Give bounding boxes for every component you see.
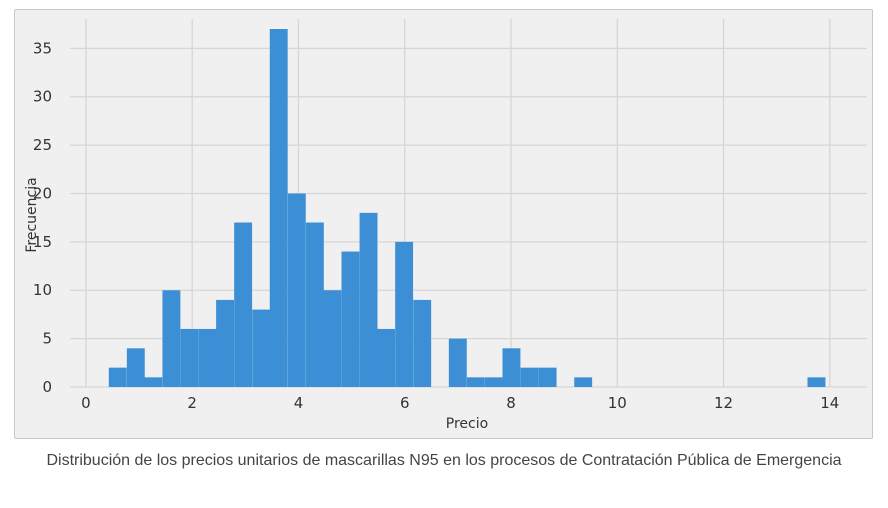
x-tick-label: 12 <box>714 394 733 412</box>
histogram-bar <box>807 377 826 387</box>
histogram-bar <box>341 251 360 387</box>
histogram-bar <box>395 241 414 387</box>
histogram-bar <box>484 377 503 387</box>
y-axis-label: Frecuencia <box>24 177 40 252</box>
histogram-bar <box>269 29 288 387</box>
histogram-bar <box>359 212 378 387</box>
y-tick-label: 10 <box>33 281 52 299</box>
y-tick-label: 20 <box>33 184 52 202</box>
y-tick-label: 0 <box>42 378 52 396</box>
histogram-bar <box>574 377 593 387</box>
histogram-bar <box>234 222 253 387</box>
histogram-bar <box>108 367 127 387</box>
x-tick-label: 10 <box>608 394 627 412</box>
x-tick-label: 0 <box>81 394 91 412</box>
y-tick-label: 30 <box>33 88 52 106</box>
histogram-bar <box>520 367 539 387</box>
y-tick-label: 35 <box>33 39 52 57</box>
histogram-bar <box>323 290 342 387</box>
x-tick-label: 8 <box>506 394 516 412</box>
histogram-bar <box>126 348 145 387</box>
histogram-bar <box>466 377 485 387</box>
histogram-bar <box>180 328 199 387</box>
x-axis-label: Precio <box>446 416 488 432</box>
histogram-bar <box>413 299 432 387</box>
x-tick-label: 14 <box>820 394 839 412</box>
histogram-bar <box>252 309 271 387</box>
histogram-bar <box>287 193 306 387</box>
figure-caption: Distribución de los precios unitarios de… <box>46 452 842 469</box>
histogram-bars <box>108 29 826 387</box>
x-tick-label: 6 <box>400 394 410 412</box>
y-tick-label: 15 <box>33 233 52 251</box>
histogram-bar <box>305 222 324 387</box>
histogram-bar <box>377 328 396 387</box>
histogram-bar <box>538 367 557 387</box>
histogram-chart: 0 2 4 6 8 10 12 14 0 5 10 15 20 25 30 35 Precio Frecuen… <box>24 19 867 432</box>
axis-ticks: 0 2 4 6 8 10 12 14 0 5 10 15 20 25 30 35 <box>33 39 839 412</box>
grid-lines <box>70 19 867 388</box>
histogram-bar <box>502 348 521 387</box>
x-tick-label: 2 <box>187 394 197 412</box>
chart-figure: 0 2 4 6 8 10 12 14 0 5 10 15 20 25 30 35 Precio Frecuen… <box>14 9 873 439</box>
x-tick-label: 4 <box>294 394 304 412</box>
histogram-bar <box>448 338 467 387</box>
y-tick-label: 5 <box>42 330 52 348</box>
histogram-bar <box>162 290 181 387</box>
histogram-bar <box>216 299 235 387</box>
y-tick-label: 25 <box>33 136 52 154</box>
histogram-bar <box>144 377 163 387</box>
histogram-bar <box>198 328 217 387</box>
